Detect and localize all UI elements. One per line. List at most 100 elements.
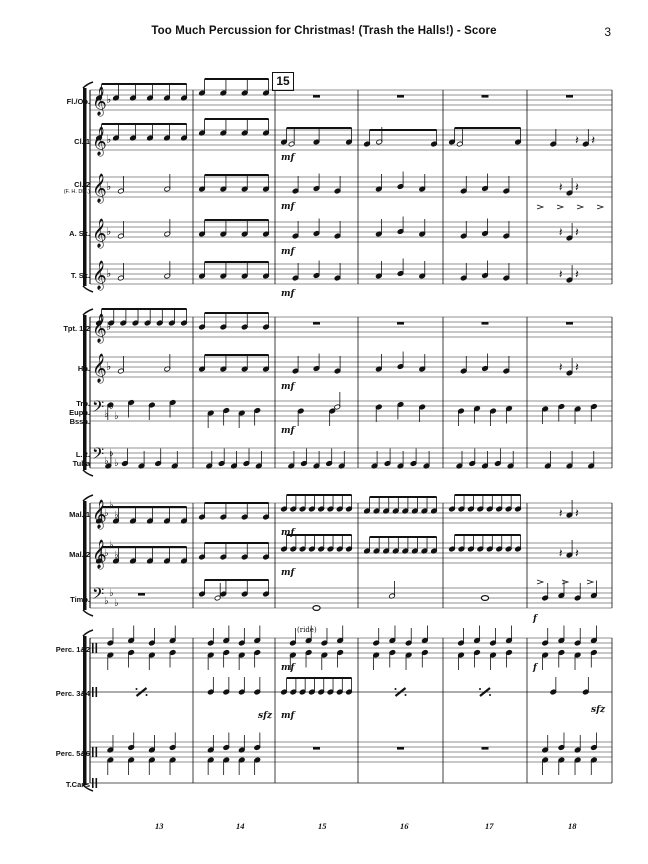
whole-rest	[397, 747, 404, 750]
repeat-dot	[135, 688, 138, 690]
instrument-label: Mal. 2	[69, 549, 90, 559]
repeat-dot	[145, 694, 148, 696]
flat-accidental: ♭	[106, 93, 111, 106]
repeat-slash	[479, 687, 491, 697]
flat-accidental: ♭	[104, 409, 109, 420]
percussion-clef	[92, 643, 94, 653]
bracket-hook	[82, 308, 94, 316]
measure-number: 16	[400, 821, 409, 831]
whole-rest	[481, 95, 489, 98]
flat-accidental: ♭	[109, 540, 114, 551]
dynamic-mf: mf	[281, 153, 297, 163]
instrument-label: Timp.	[70, 594, 90, 604]
flat-accidental: ♭	[104, 508, 109, 519]
repeat-dot	[479, 688, 481, 690]
flat-accidental: ♭	[114, 598, 119, 609]
whole-rest	[566, 322, 573, 325]
repeat-slash	[135, 687, 148, 697]
dynamic-mf: mf	[281, 382, 297, 392]
treble-clef: 𝄞	[92, 173, 107, 203]
dynamic-ride: (ride)	[297, 626, 317, 634]
whole-note	[312, 604, 321, 611]
accent	[586, 579, 595, 585]
flat-accidental: ♭	[114, 411, 119, 422]
treble-clef: 𝄞	[92, 313, 107, 343]
treble-clef: 𝄞	[92, 353, 107, 383]
flat-accidental: ♭	[114, 550, 119, 561]
measure-number: 14	[236, 821, 245, 831]
quarter-rest: 𝄽	[575, 546, 579, 560]
flat-accidental: ♭	[106, 180, 111, 193]
instrument-label: Tpt. 1-2	[63, 323, 90, 333]
bracket-hook	[82, 629, 94, 637]
repeat-dot	[394, 688, 397, 690]
treble-clef: 𝄞	[92, 218, 107, 248]
dynamic-mf: mf	[281, 202, 297, 212]
measure-number: 13	[155, 821, 164, 831]
bracket	[83, 88, 87, 286]
whole-rest	[481, 747, 489, 750]
instrument-label: L.R. Tuba	[72, 450, 90, 468]
dynamic-mf: mf	[281, 528, 297, 538]
instrument-label: A. Sx.	[69, 228, 90, 238]
percussion-clef	[95, 643, 98, 653]
whole-rest	[397, 322, 404, 325]
bracket	[83, 636, 87, 785]
flat-accidental: ♭	[109, 588, 114, 599]
whole-rest	[313, 95, 320, 98]
bracket-hook	[82, 285, 94, 293]
instrument-label: Mal. 1	[69, 509, 90, 519]
dynamic-sfz: sfz	[258, 711, 273, 721]
accent	[576, 204, 585, 210]
flat-accidental: ♭	[114, 458, 119, 469]
dynamic-f: f	[532, 614, 539, 624]
measure-number: 17	[485, 821, 494, 831]
percussion-clef	[92, 747, 94, 757]
accent	[561, 579, 570, 585]
dynamic-mf: mf	[281, 568, 297, 578]
instrument-label: T. Sx.	[70, 270, 90, 280]
bracket-hook	[82, 609, 94, 617]
percussion-clef	[95, 778, 98, 788]
whole-note	[480, 594, 490, 601]
whole-rest	[138, 593, 145, 596]
bass-clef: 𝄢	[92, 398, 104, 420]
instrument-label: Perc. 1&2	[55, 644, 90, 654]
flat-accidental: ♭	[104, 596, 109, 607]
flat-accidental: ♭	[109, 500, 114, 511]
quarter-rest: 𝄽	[575, 360, 579, 374]
quarter-rest: 𝄽	[575, 133, 579, 147]
score-title: Too Much Percussion for Christmas! (Tras…	[151, 25, 497, 37]
flat-accidental: ♭	[114, 510, 119, 521]
quarter-rest: 𝄽	[559, 180, 563, 194]
repeat-slash	[394, 687, 407, 697]
quarter-rest: 𝄽	[575, 225, 579, 239]
quarter-rest: 𝄽	[575, 506, 579, 520]
quarter-rest: 𝄽	[559, 546, 563, 560]
treble-clef: 𝄞	[92, 86, 107, 116]
bass-clef: 𝄢	[92, 445, 104, 467]
bracket-hook	[82, 494, 94, 502]
quarter-rest: 𝄽	[559, 360, 563, 374]
dynamic-f: f	[532, 663, 539, 673]
treble-clef: 𝄞	[92, 260, 107, 290]
flat-accidental: ♭	[106, 225, 111, 238]
flat-accidental: ♭	[106, 267, 111, 280]
instrument-label: Perc. 5&6	[55, 748, 90, 758]
bass-clef: 𝄢	[92, 585, 104, 607]
instrument-label: Perc. 3&4	[55, 688, 90, 698]
rehearsal-mark: 15	[272, 72, 294, 91]
measure-number: 15	[318, 821, 327, 831]
instrument-label: Fl./Ob.	[66, 96, 90, 106]
quarter-rest: 𝄽	[559, 506, 563, 520]
flat-accidental: ♭	[104, 456, 109, 467]
percussion-clef	[95, 747, 98, 757]
bracket-hook	[82, 469, 94, 477]
whole-rest	[313, 322, 320, 325]
instrument-label: T.Cans	[65, 779, 90, 789]
instrument-label: Cl. 2 (F. H. Dbl.)	[63, 180, 90, 195]
percussion-clef	[92, 687, 94, 697]
quarter-rest: 𝄽	[591, 133, 595, 147]
quarter-rest: 𝄽	[559, 225, 563, 239]
